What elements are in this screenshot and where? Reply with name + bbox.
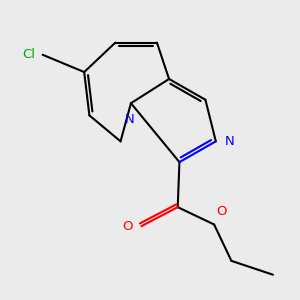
Text: N: N (224, 135, 234, 148)
Text: O: O (216, 205, 226, 218)
Text: Cl: Cl (23, 48, 36, 61)
Text: O: O (122, 220, 133, 233)
Text: N: N (124, 113, 134, 126)
